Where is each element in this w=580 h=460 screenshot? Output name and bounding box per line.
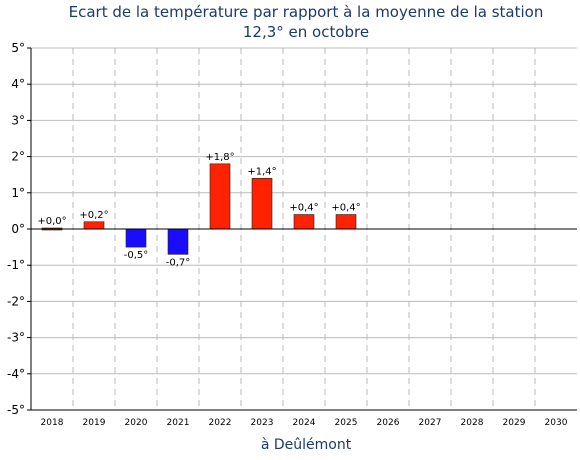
y-tick-label: -3° bbox=[7, 331, 25, 345]
x-axis-label: à Deûlémont bbox=[261, 437, 352, 453]
x-tick-label: 2029 bbox=[503, 418, 526, 428]
y-tick-label: -4° bbox=[7, 367, 25, 381]
x-tick-label: 2022 bbox=[209, 418, 232, 428]
x-tick-label: 2027 bbox=[419, 418, 442, 428]
bar-2022 bbox=[209, 163, 231, 230]
y-tick-label: 5° bbox=[11, 41, 25, 55]
chart-title: Ecart de la température par rapport à la… bbox=[69, 3, 544, 21]
y-tick-label: 4° bbox=[11, 77, 25, 91]
chart-subtitle: 12,3° en octobre bbox=[243, 23, 369, 41]
x-tick-label: 2021 bbox=[167, 418, 190, 428]
x-tick-label: 2023 bbox=[251, 418, 274, 428]
bar-2020 bbox=[125, 228, 147, 248]
data-labels: +0,0° +0,2° -0,5° -0,7° +1,8° +1,4° +0,4° +0,4° bbox=[37, 152, 360, 269]
x-tick-label: 2028 bbox=[461, 418, 484, 428]
data-label-2024: +0,4° bbox=[289, 203, 318, 214]
axes: -5° -4° -3° -2° -1° 0° 1° 2° 3° 4° 5° 2018 2019 2020 2… bbox=[7, 41, 577, 428]
x-tick-label: 2026 bbox=[377, 418, 400, 428]
x-tick-label: 2019 bbox=[83, 418, 106, 428]
x-tick-label: 2024 bbox=[293, 418, 316, 428]
x-tick-label: 2030 bbox=[545, 418, 568, 428]
y-tick-label: 3° bbox=[11, 113, 25, 127]
y-tick-label: -2° bbox=[7, 294, 25, 308]
data-label-2023: +1,4° bbox=[247, 166, 276, 177]
x-tick-label: 2018 bbox=[41, 418, 64, 428]
y-tick-label: 2° bbox=[11, 150, 25, 164]
bar-2021 bbox=[167, 228, 189, 255]
bar-2025 bbox=[335, 214, 357, 230]
data-label-2022: +1,8° bbox=[205, 152, 234, 163]
bar-2024 bbox=[293, 214, 315, 230]
x-tick-label: 2025 bbox=[335, 418, 358, 428]
data-label-2020: -0,5° bbox=[124, 250, 149, 261]
y-tick-label: 0° bbox=[11, 222, 25, 236]
data-label-2025: +0,4° bbox=[331, 203, 360, 214]
y-tick-label: -5° bbox=[7, 403, 25, 417]
x-tick-label: 2020 bbox=[125, 418, 148, 428]
y-tick-label: -1° bbox=[7, 258, 25, 272]
data-label-2018: +0,0° bbox=[37, 216, 66, 227]
data-label-2019: +0,2° bbox=[79, 210, 108, 221]
bar-2019 bbox=[83, 221, 105, 230]
bar-2023 bbox=[251, 178, 273, 230]
y-tick-label: 1° bbox=[11, 186, 25, 200]
data-label-2021: -0,7° bbox=[166, 257, 191, 268]
